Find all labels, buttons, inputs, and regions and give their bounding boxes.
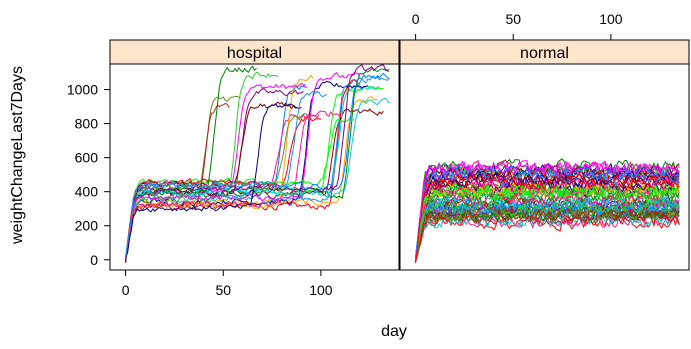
series-line: [125, 90, 328, 259]
x-axis-top: 0 50 100: [412, 11, 623, 40]
strip-label-hospital: hospital: [227, 45, 282, 62]
series-line: [125, 112, 312, 258]
series-line: [125, 108, 384, 257]
series-line: [125, 103, 298, 257]
series-lines-hospital: [125, 64, 390, 264]
plot-frame-normal: [399, 63, 690, 271]
strip-hospital: [109, 39, 400, 65]
series-line: [415, 160, 680, 262]
strip-normal: [399, 39, 690, 65]
series-line: [415, 172, 680, 263]
series-line: [125, 95, 241, 259]
series-line: [125, 110, 341, 257]
plot-frame-hospital: [109, 63, 400, 271]
series-line: [125, 82, 308, 259]
series-line: [125, 64, 390, 263]
y-tick-label: 800: [75, 116, 99, 132]
series-line: [125, 71, 279, 263]
x-tick-label-bottom: 100: [309, 282, 333, 298]
x-axis-label: day: [381, 323, 407, 340]
series-line: [415, 184, 680, 260]
series-line: [415, 184, 680, 262]
series-line: [125, 88, 304, 260]
panel-hospital: hospital: [109, 39, 400, 271]
x-tick-label-top: 100: [599, 11, 623, 27]
x-axis-bottom: 0 50 100: [122, 270, 333, 298]
y-tick-label: 600: [75, 150, 99, 166]
x-tick-label-top: 50: [505, 11, 521, 27]
x-tick-label-bottom: 50: [215, 282, 231, 298]
series-line: [125, 71, 361, 257]
series-line: [125, 85, 380, 264]
x-tick-label-top: 0: [412, 11, 420, 27]
series-line: [415, 195, 680, 257]
y-tick-label: 400: [75, 184, 99, 200]
strip-label-normal: normal: [520, 45, 569, 62]
y-axis-label: weightChangeLast7Days: [9, 66, 26, 245]
x-tick-label-bottom: 0: [122, 282, 130, 298]
y-tick-label: 200: [75, 218, 99, 234]
y-tick-label: 0: [90, 252, 98, 268]
series-line: [415, 202, 680, 262]
y-axis: 0 200 400 600 800 1000: [67, 82, 110, 268]
series-line: [125, 75, 390, 259]
series-line: [125, 80, 368, 257]
series-line: [415, 197, 680, 257]
series-line: [415, 211, 680, 262]
series-line: [415, 176, 680, 260]
series-lines-normal: [415, 158, 680, 264]
series-line: [415, 207, 680, 263]
series-line: [125, 72, 390, 261]
series-line: [125, 65, 257, 258]
series-line: [125, 85, 384, 263]
series-line: [125, 74, 314, 258]
y-tick-label: 1000: [67, 82, 98, 98]
series-line: [125, 97, 390, 258]
panel-normal: normal: [399, 39, 690, 271]
